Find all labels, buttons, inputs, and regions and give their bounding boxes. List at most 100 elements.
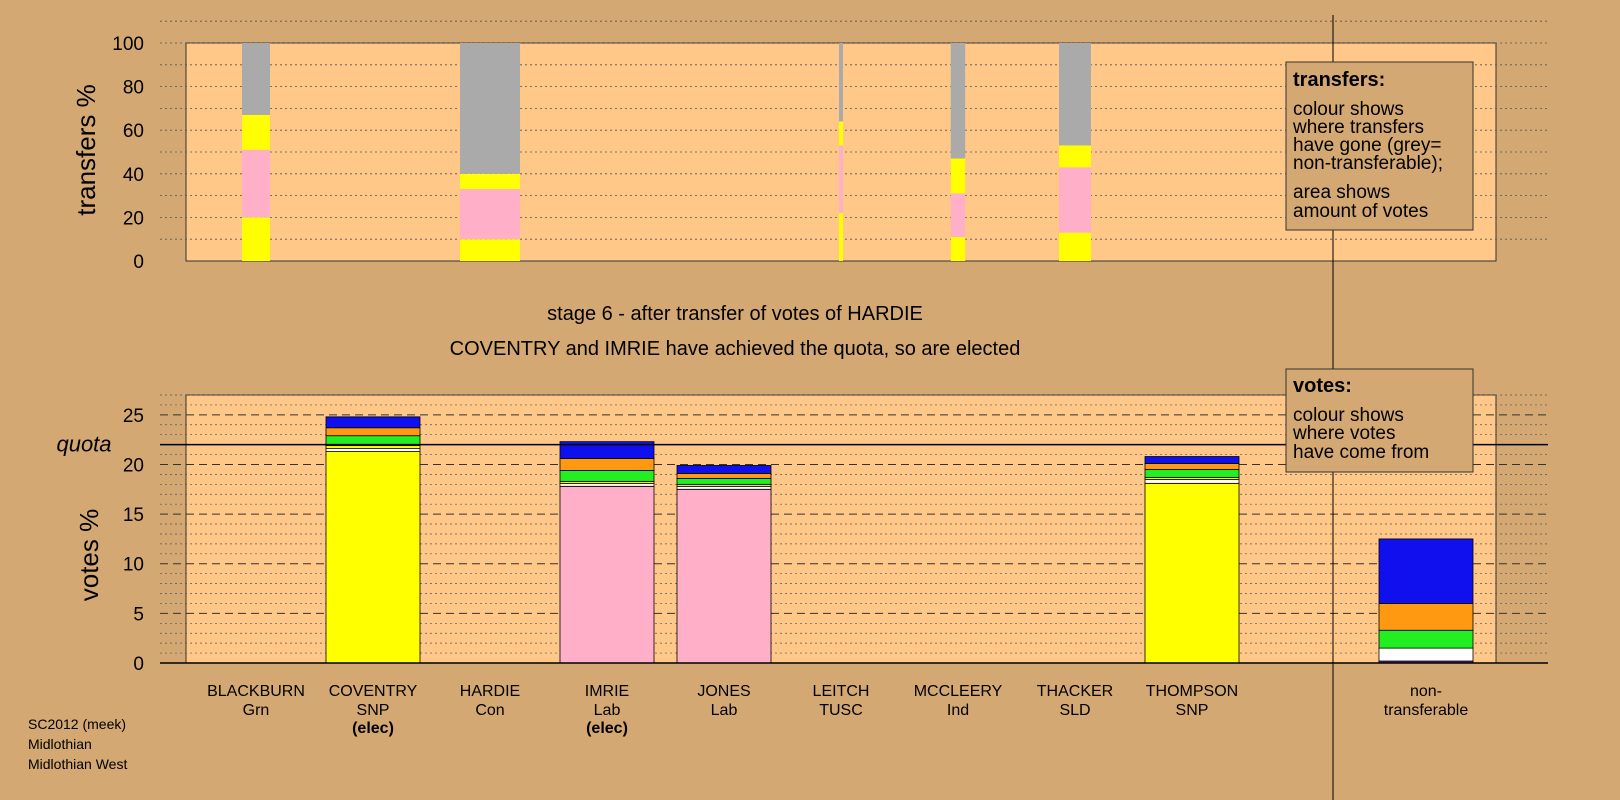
votes-y-axis-label: votes % <box>74 509 104 602</box>
transfer-segment <box>839 145 843 214</box>
votes-bars <box>325 416 1474 664</box>
votes-legend-line: colour shows <box>1293 405 1404 426</box>
vote-segment <box>325 445 421 450</box>
footer-ward: Midlothian West <box>28 756 127 772</box>
transfer-segment <box>242 114 270 150</box>
candidate-name: HARDIE <box>460 683 520 700</box>
vote-segment <box>1144 463 1240 470</box>
vote-segment <box>1144 478 1240 484</box>
quota-label: quota <box>56 432 111 457</box>
transfers-legend-line: amount of votes <box>1293 201 1428 222</box>
candidate-party: Lab <box>711 702 738 719</box>
vote-segment <box>559 441 655 459</box>
candidate-party: TUSC <box>819 702 863 719</box>
votes-legend-line: where votes <box>1292 423 1395 444</box>
votes-y-tick-label: 10 <box>123 555 144 576</box>
transfers-y-ticks: 0 20 40 60 80 100 <box>112 34 144 273</box>
transfers-legend-line: where transfers <box>1292 117 1424 138</box>
vote-segment <box>325 427 421 437</box>
votes-y-tick-label: 25 <box>123 406 144 427</box>
vote-segment <box>325 416 421 429</box>
vote-segment <box>676 477 772 485</box>
transfers-legend-line: area shows <box>1293 182 1390 203</box>
transfer-segment <box>460 43 520 174</box>
candidate-labels: BLACKBURNGrnCOVENTRYSNP(elec)HARDIEConIM… <box>207 683 1468 737</box>
transfer-segment <box>242 43 270 115</box>
transfers-legend-line: non-transferable); <box>1293 153 1443 174</box>
transfers-legend-line: have gone (grey= <box>1293 135 1441 156</box>
transfers-y-tick-label: 40 <box>123 165 144 186</box>
vote-segment <box>1378 629 1474 649</box>
transfers-legend-heading: transfers: <box>1293 69 1385 91</box>
transfer-segment <box>950 193 966 238</box>
votes-y-tick-label: 5 <box>133 604 144 625</box>
footer-method: SC2012 (meek) <box>28 716 126 732</box>
votes-y-tick-label: 15 <box>123 505 144 526</box>
transfer-segment <box>950 43 966 159</box>
vote-segment <box>676 465 772 474</box>
vote-segment <box>676 488 772 664</box>
votes-legend: votes: colour shows where votes have com… <box>1285 368 1474 473</box>
candidate-party: transferable <box>1384 702 1469 719</box>
candidate-name: THACKER <box>1037 683 1113 700</box>
candidate-name: THOMPSON <box>1146 683 1238 700</box>
transfers-legend-line: colour shows <box>1293 99 1404 120</box>
candidate-party: SNP <box>357 702 390 719</box>
candidate-name: LEITCH <box>813 683 870 700</box>
transfers-y-tick-label: 80 <box>123 78 144 99</box>
footer-council: Midlothian <box>28 736 92 752</box>
vote-segment <box>559 485 655 664</box>
vote-segment <box>1378 603 1474 631</box>
vote-segment <box>559 458 655 471</box>
vote-segment <box>1378 647 1474 662</box>
votes-y-tick-label: 0 <box>133 654 144 675</box>
vote-segment <box>559 482 655 487</box>
vote-segment <box>1144 482 1240 664</box>
candidate-party: Grn <box>243 702 270 719</box>
transfer-segment <box>1059 232 1091 261</box>
candidate-party: Ind <box>947 702 969 719</box>
transfers-y-tick-label: 100 <box>112 34 144 55</box>
vote-segment <box>559 470 655 482</box>
candidate-name: IMRIE <box>585 683 629 700</box>
transfer-segment <box>839 43 843 122</box>
transfer-segment <box>950 158 966 194</box>
vote-segment <box>676 485 772 490</box>
vote-segment <box>325 451 421 664</box>
candidate-name: COVENTRY <box>329 683 418 700</box>
candidate-party: SLD <box>1059 702 1090 719</box>
transfer-segment <box>242 217 270 261</box>
transfers-y-tick-label: 0 <box>133 252 144 273</box>
transfer-segment <box>1059 145 1091 168</box>
transfer-segment <box>460 173 520 190</box>
transfer-segment <box>460 239 520 261</box>
votes-legend-heading: votes: <box>1293 375 1352 397</box>
vote-segment <box>1144 469 1240 478</box>
transfer-segment <box>950 237 966 261</box>
transfer-segment <box>1059 167 1091 233</box>
candidate-name: MCCLEERY <box>914 683 1003 700</box>
candidate-elected-note: (elec) <box>586 720 628 737</box>
candidate-elected-note: (elec) <box>352 720 394 737</box>
transfer-segment <box>1059 43 1091 146</box>
transfer-segment <box>839 121 843 146</box>
candidate-name: BLACKBURN <box>207 683 305 700</box>
transfers-legend: transfers: colour shows where transfers … <box>1285 61 1474 231</box>
transfer-segment <box>242 149 270 218</box>
candidate-party: SNP <box>1176 702 1209 719</box>
transfers-y-axis-label: transfers % <box>71 84 101 216</box>
votes-y-ticks: 0 5 10 15 20 25 <box>123 406 144 675</box>
transfer-segment <box>460 189 520 240</box>
vote-segment <box>325 448 421 452</box>
votes-y-tick-label: 20 <box>123 455 144 476</box>
transfer-segment <box>839 213 843 261</box>
transfers-y-tick-label: 20 <box>123 208 144 229</box>
vote-segment <box>1144 456 1240 464</box>
candidate-name: JONES <box>697 683 750 700</box>
vote-segment <box>676 473 772 479</box>
candidate-name: non- <box>1410 683 1442 700</box>
stage-title: stage 6 - after transfer of votes of HAR… <box>547 303 923 325</box>
candidate-party: Lab <box>594 702 621 719</box>
transfers-y-tick-label: 60 <box>123 121 144 142</box>
